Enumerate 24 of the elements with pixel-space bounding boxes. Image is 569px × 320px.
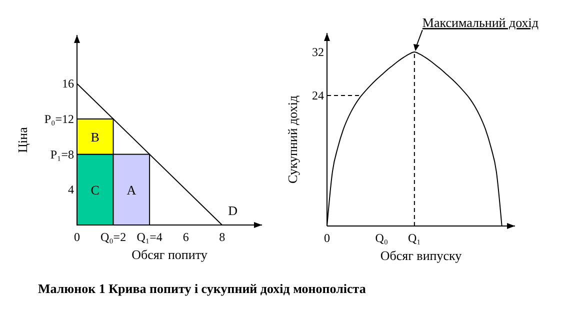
y-tick-label: P₁=8 [50, 147, 74, 162]
x-tick-label: 6 [182, 230, 189, 244]
x-tick-label: 0 [324, 231, 330, 245]
x-tick-label: Q₁ [408, 231, 421, 245]
annotation: Максимальний дохід [422, 15, 539, 30]
x-tick-label: Q₀=2 [100, 230, 126, 244]
x-tick-label: Q₀ [375, 231, 388, 245]
x-tick-label: 0 [74, 230, 80, 244]
x-tick-label: 8 [219, 230, 226, 244]
y-axis-title: Ціна [15, 126, 30, 153]
y-tick-label: 4 [68, 182, 74, 197]
y-axis-title: Сукупний дохід [285, 95, 300, 184]
series-label: C [90, 182, 100, 198]
y-tick-label: 32 [312, 45, 324, 60]
x-tick-label: Q₁=4 [136, 230, 162, 244]
y-tick-label: 16 [62, 76, 74, 91]
series-label: D [228, 203, 238, 218]
series-label: A [126, 182, 137, 198]
series-label: B [90, 130, 100, 145]
x-axis-title: Обсяг попиту [132, 247, 208, 262]
y-tick-label: 24 [312, 88, 324, 103]
y-tick-label: P₀=12 [44, 112, 74, 126]
text: Малюнок 1 Крива попиту і сукупний дохід монополіста [38, 281, 366, 296]
x-axis-title: Обсяг випуску [380, 248, 462, 263]
